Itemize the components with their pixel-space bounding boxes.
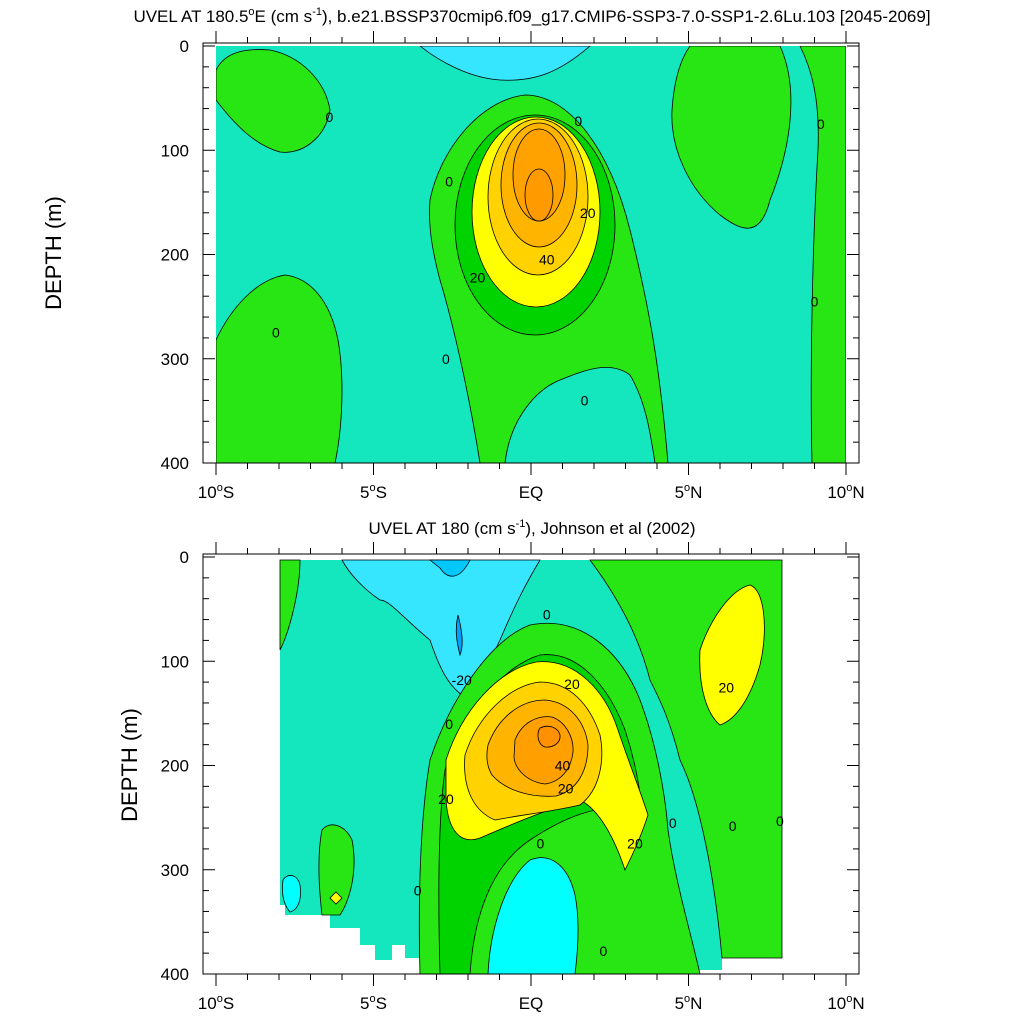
contour-label: 20	[558, 780, 574, 796]
contour-label: 0	[729, 818, 737, 834]
bottom-fill-pos60-central	[537, 725, 561, 748]
top-fill-pos-rightedge	[799, 46, 846, 463]
contour-label: 0	[581, 392, 589, 408]
x-tick-label: 10oS	[198, 482, 234, 502]
contour-label: 20	[580, 205, 596, 221]
bottom-contour-field	[279, 559, 783, 974]
top-panel-title: UVEL AT 180.5oE (cm s-1), b.e21.BSSP370c…	[133, 6, 930, 26]
contour-label: 20	[564, 676, 580, 692]
contour-label: 0	[445, 174, 453, 190]
top-fill-pos-upperleft	[216, 49, 331, 153]
contour-label: 0	[776, 813, 784, 829]
bottom-fill-neg20-upper	[341, 559, 541, 701]
bottom-ylabel: DEPTH (m)	[117, 708, 142, 822]
y-tick-label: 400	[161, 965, 189, 984]
bottom-fill-pos-leftstrip	[279, 559, 301, 651]
contour-label: 0	[574, 113, 582, 129]
bottom-fill-pos20-diamond	[329, 891, 343, 905]
y-tick-label: 200	[161, 246, 189, 265]
top-fill-jet-core	[524, 168, 554, 222]
y-tick-label: 0	[180, 548, 189, 567]
y-tick-label: 300	[161, 350, 189, 369]
y-tick-label: 100	[161, 141, 189, 160]
top-ylabel: DEPTH (m)	[41, 196, 66, 310]
contour-label: 0	[537, 836, 545, 852]
top-contour-field	[216, 46, 846, 463]
bottom-fill-neg30-streak	[455, 614, 463, 657]
contour-label: 40	[539, 252, 555, 268]
x-tick-label: 5oS	[360, 482, 387, 502]
bottom-fill-pos20-right	[699, 584, 765, 726]
contour-label: 0	[817, 116, 825, 132]
top-fill-neg-intrusion	[504, 367, 656, 463]
top-contour-labels: 0 0 0 0 20 40 20 0 0 0 0	[272, 109, 825, 409]
bottom-contour-labels: 0 -20 20 20 0 40 20 20 0 0 0 20 0 0 0	[414, 606, 784, 959]
contour-label: 0	[445, 716, 453, 732]
y-tick-label: 400	[161, 454, 189, 473]
top-fill-pos-lowerleft	[216, 274, 343, 463]
top-fill-pos-right	[671, 46, 792, 229]
bottom-panel-title: UVEL AT 180 (cm s-1), Johnson et al (200…	[369, 518, 696, 538]
x-tick-label: EQ	[519, 483, 544, 502]
contour-label: 0	[543, 606, 551, 622]
bottom-panel: UVEL AT 180 (cm s-1), Johnson et al (200…	[117, 518, 865, 1013]
x-tick-label: 10oS	[198, 993, 234, 1013]
top-fill-neg20-surface	[419, 46, 591, 81]
contour-label: 40	[555, 758, 571, 774]
x-tick-label: 10oN	[827, 993, 864, 1013]
y-tick-label: 0	[180, 37, 189, 56]
contour-label: 0	[272, 325, 280, 341]
contour-label: 0	[442, 351, 450, 367]
y-tick-label: 200	[161, 757, 189, 776]
top-panel: UVEL AT 180.5oE (cm s-1), b.e21.BSSP370c…	[41, 6, 931, 502]
bottom-fill-neg30-upper	[428, 559, 471, 577]
bottom-fill-neg20-lower	[487, 857, 579, 974]
bottom-fill-pos-leftmid	[318, 824, 355, 916]
x-tick-label: 5oN	[675, 482, 703, 502]
y-tick-label: 300	[161, 861, 189, 880]
y-tick-label: 100	[161, 652, 189, 671]
contour-label: 0	[600, 943, 608, 959]
contour-label: 20	[627, 836, 643, 852]
x-tick-label: 5oS	[360, 993, 387, 1013]
contour-label: 20	[719, 679, 735, 695]
contour-label: 0	[326, 109, 334, 125]
contour-label: 20	[438, 791, 454, 807]
x-tick-label: 10oN	[827, 482, 864, 502]
contour-label: 20	[470, 269, 486, 285]
contour-label: -20	[452, 672, 472, 688]
contour-label: 0	[414, 883, 422, 899]
contour-label: 0	[669, 815, 677, 831]
contour-label: 0	[811, 293, 819, 309]
x-tick-label: 5oN	[675, 993, 703, 1013]
bottom-fill-neg-leftlower	[282, 875, 301, 913]
x-tick-label: EQ	[519, 994, 544, 1013]
